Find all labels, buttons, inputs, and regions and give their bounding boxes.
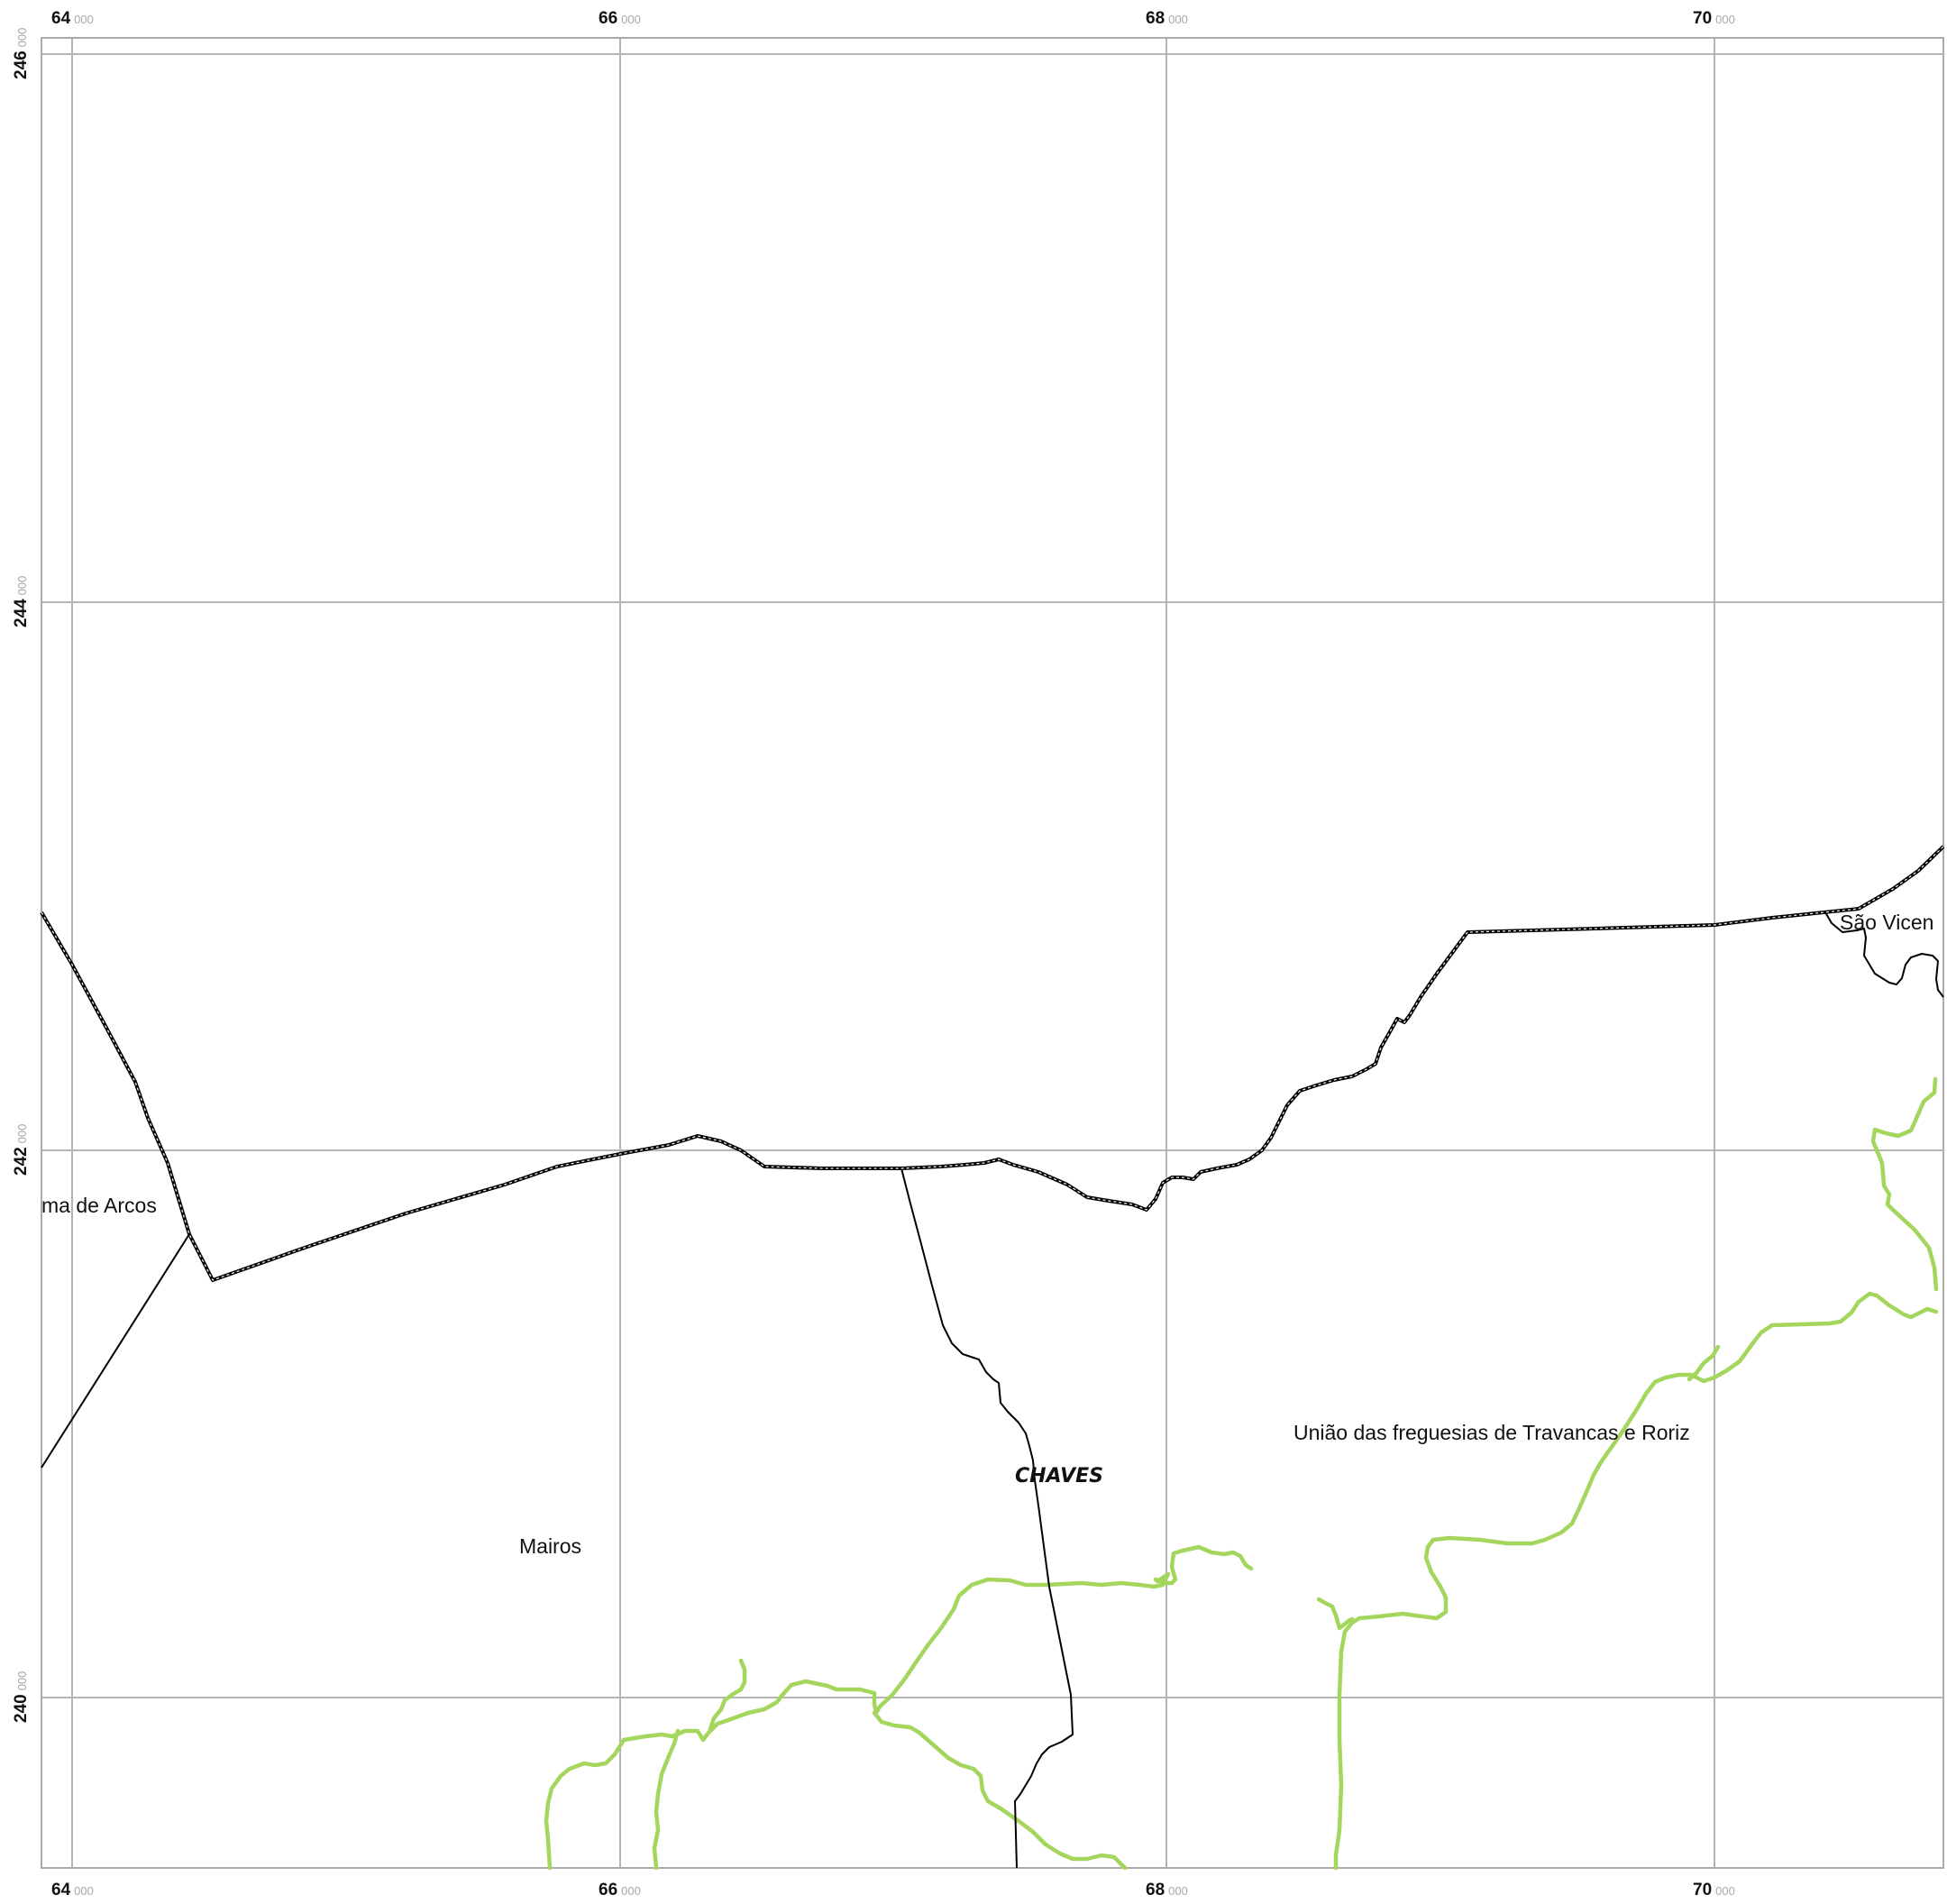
label-parish-travancas-roriz: União das freguesias de Travancas e Rori… [1293, 1421, 1690, 1444]
river-west-branch [708, 1658, 747, 1732]
coord-label-bottom-64: 64 000 [51, 1881, 94, 1899]
map-frame [41, 37, 1944, 1869]
river-east-middle [1333, 1291, 1939, 1871]
coord-label-top-68: 68 000 [1146, 9, 1188, 28]
river-south-west [652, 1728, 681, 1871]
coord-label-left-242: 242000 [12, 1124, 31, 1176]
river-mid-branch [1316, 1597, 1355, 1631]
parish-border-chaves [900, 1167, 1074, 1869]
municipal-border-dash [41, 846, 1944, 1281]
rivers [544, 1076, 1939, 1871]
river-east-upper [1870, 1076, 1939, 1292]
parish-borders [41, 911, 1944, 1869]
river-south-loop [872, 1710, 1128, 1871]
coord-label-left-240: 240000 [12, 1671, 31, 1723]
coord-label-top-66: 66 000 [599, 9, 641, 28]
coord-label-top-64: 64 000 [51, 9, 94, 28]
coord-label-bottom-70: 70 000 [1693, 1881, 1735, 1899]
river-central [544, 1544, 1254, 1871]
label-parish-mairos: Mairos [519, 1534, 581, 1558]
coord-label-top-70: 70 000 [1693, 9, 1735, 28]
label-municipality-chaves: CHAVES [1015, 1465, 1103, 1488]
label-parish-arcos: ma de Arcos [41, 1194, 157, 1217]
river-east-branch [1686, 1344, 1721, 1382]
coord-label-bottom-66: 66 000 [599, 1881, 641, 1899]
coord-label-left-244: 244000 [12, 576, 31, 627]
label-parish-sao-vicente: São Vicen [1840, 911, 1933, 934]
parish-border-west [41, 1233, 190, 1469]
grid [41, 37, 1944, 1869]
municipal-border-line [40, 845, 1945, 1282]
municipal-border [40, 845, 1945, 1282]
coord-label-left-246: 246000 [12, 28, 31, 79]
parish-border-sao-vicente [1824, 911, 1944, 998]
coord-label-bottom-68: 68 000 [1146, 1881, 1188, 1899]
